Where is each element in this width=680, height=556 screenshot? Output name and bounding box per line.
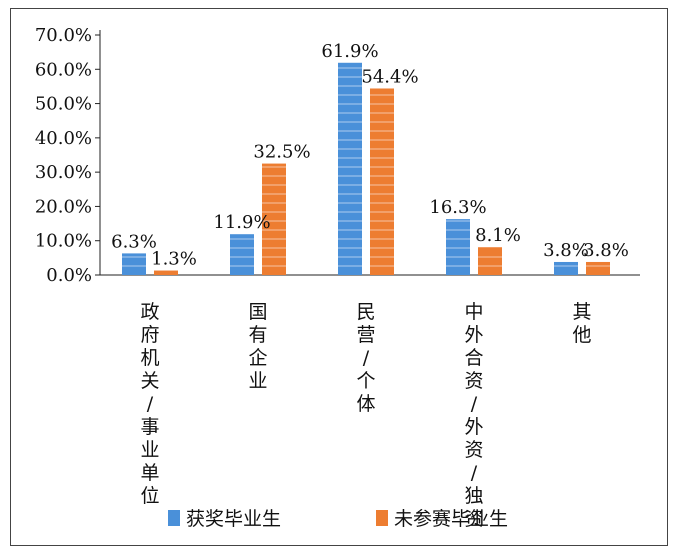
data-label-series2: 54.4% — [361, 66, 418, 87]
y-tick-label: 70.0% — [35, 25, 92, 46]
category-label-char: 民 — [356, 301, 375, 323]
data-label-series2: 32.5% — [253, 142, 310, 163]
data-label-series1: 61.9% — [321, 41, 378, 62]
category-label-char: 事 — [140, 416, 159, 438]
category-label-char: 企 — [248, 347, 267, 369]
legend-label: 未参赛毕业生 — [394, 508, 508, 530]
data-label-series1: 11.9% — [213, 212, 270, 233]
data-label-series2: 8.1% — [475, 225, 521, 246]
category-label-char: 业 — [248, 370, 267, 392]
category-label-char: 国 — [248, 301, 267, 323]
bar-series2 — [478, 247, 502, 275]
y-tick-label: 60.0% — [35, 59, 92, 80]
category-label-char: 外 — [464, 416, 483, 438]
data-label-series1: 3.8% — [543, 240, 589, 261]
y-tick-label: 10.0% — [35, 231, 92, 252]
legend-swatch — [376, 510, 388, 526]
category-label-char: 府 — [140, 324, 159, 346]
category-label-char: 资 — [464, 370, 483, 392]
data-label-series2: 1.3% — [151, 249, 197, 270]
category-label-char: 政 — [140, 301, 159, 323]
category-label-char: 业 — [140, 439, 159, 461]
category-label-char: 资 — [464, 439, 483, 461]
bar-series1 — [230, 234, 254, 275]
bar-series2 — [262, 163, 286, 275]
category-label-char: / — [471, 393, 478, 415]
category-label-char: / — [147, 393, 154, 415]
category-label-char: 资 — [464, 508, 483, 530]
category-label-char: 中 — [464, 301, 483, 323]
category-label-char: 营 — [356, 324, 375, 346]
category-label-char: 合 — [464, 347, 483, 369]
category-label-char: 他 — [572, 324, 591, 346]
y-tick-label: 50.0% — [35, 94, 92, 115]
category-label-char: 位 — [140, 485, 159, 507]
bar-series1 — [446, 219, 470, 275]
bar-series1 — [122, 253, 146, 275]
data-label-series1: 6.3% — [111, 231, 157, 252]
y-tick-label: 40.0% — [35, 128, 92, 149]
data-label-series1: 16.3% — [429, 197, 486, 218]
category-label-char: 单 — [140, 462, 159, 484]
bar-series2 — [370, 88, 394, 275]
y-tick-label: 0.0% — [46, 265, 92, 286]
bar-series1 — [338, 62, 362, 276]
legend-label: 获奖毕业生 — [186, 508, 281, 530]
bar-series2 — [586, 261, 610, 275]
category-label-char: 外 — [464, 324, 483, 346]
bar-series2 — [154, 270, 178, 275]
category-label-char: 有 — [248, 324, 267, 346]
category-label-char: / — [363, 347, 370, 369]
category-label-char: 其 — [572, 301, 591, 323]
data-label-series2: 3.8% — [583, 240, 629, 261]
category-label-char: 机 — [140, 347, 159, 369]
y-tick-label: 30.0% — [35, 162, 92, 183]
category-label-char: 关 — [140, 370, 159, 392]
category-label-char: 体 — [356, 393, 375, 415]
y-tick-label: 20.0% — [35, 196, 92, 217]
category-label-char: / — [471, 462, 478, 484]
category-label-char: 独 — [464, 485, 483, 507]
category-label-char: 个 — [356, 370, 375, 392]
bar-series1 — [554, 261, 578, 275]
legend-swatch — [168, 510, 180, 526]
